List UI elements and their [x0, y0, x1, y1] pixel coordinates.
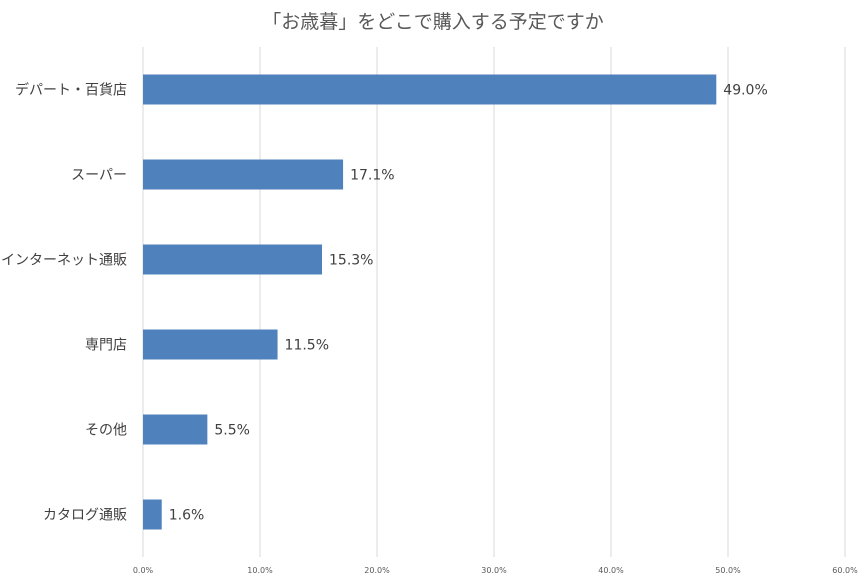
bar — [143, 414, 208, 445]
x-axis-tick-labels: 0.0% 10.0% 20.0% 30.0% 40.0% 50.0% 60.0% — [133, 566, 858, 575]
data-label: 1.6% — [169, 508, 205, 524]
data-label: 17.1% — [350, 168, 394, 184]
x-tick-label: 40.0% — [598, 566, 624, 575]
data-label: 5.5% — [214, 423, 250, 439]
category-label: スーパー — [71, 168, 127, 184]
data-label: 49.0% — [723, 83, 767, 99]
category-label: その他 — [85, 423, 127, 439]
data-label: 11.5% — [285, 338, 329, 354]
x-tick-label: 0.0% — [133, 566, 154, 575]
data-label: 15.3% — [329, 253, 373, 269]
chart-title: 「お歳暮」をどこで購入する予定ですか — [262, 11, 603, 33]
x-tick-label: 20.0% — [364, 566, 390, 575]
category-label: カタログ通販 — [43, 508, 127, 524]
bars — [143, 74, 717, 530]
bar — [143, 244, 323, 275]
category-label: インターネット通販 — [1, 253, 127, 269]
bar — [143, 499, 162, 530]
x-tick-label: 60.0% — [832, 566, 858, 575]
category-label: 専門店 — [85, 338, 127, 354]
gridlines — [142, 47, 846, 557]
bar — [143, 159, 344, 190]
category-label: デパート・百貨店 — [15, 82, 127, 99]
x-tick-label: 10.0% — [247, 566, 273, 575]
bar — [143, 74, 717, 105]
x-tick-label: 30.0% — [481, 566, 507, 575]
bar — [143, 329, 278, 360]
data-labels: 49.0% 17.1% 15.3% 11.5% 5.5% 1.6% — [169, 83, 768, 524]
x-tick-label: 50.0% — [715, 566, 741, 575]
